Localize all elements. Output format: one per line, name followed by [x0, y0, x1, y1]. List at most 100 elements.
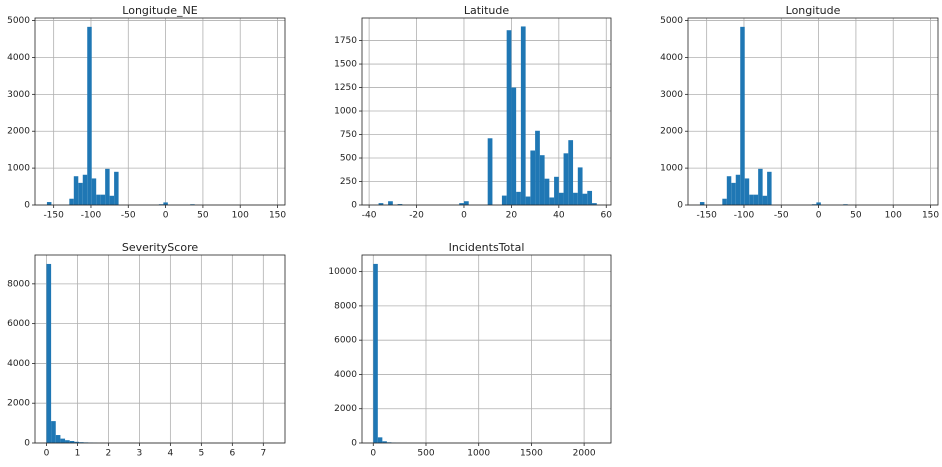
- bar: [525, 196, 531, 205]
- bar: [378, 203, 384, 205]
- x-tick-label: -20: [409, 211, 424, 221]
- bar: [78, 182, 83, 205]
- bar: [463, 201, 469, 205]
- y-tick-label: 2000: [7, 127, 30, 137]
- y-tick-label: 4000: [660, 53, 683, 63]
- bar: [582, 193, 588, 205]
- bar: [726, 176, 732, 205]
- bar: [722, 198, 727, 205]
- bar: [96, 194, 101, 205]
- bar: [731, 182, 736, 205]
- bar: [46, 202, 52, 205]
- x-tick-label: 500: [417, 449, 434, 459]
- bar: [749, 194, 754, 205]
- bar: [459, 203, 464, 205]
- x-tick-label: 150: [269, 211, 286, 221]
- y-tick-label: 4000: [334, 370, 357, 380]
- y-tick-label: 1750: [334, 36, 357, 46]
- chart-title: IncidentsTotal: [449, 241, 525, 254]
- x-tick-label: -100: [734, 211, 755, 221]
- bar: [51, 421, 56, 443]
- x-tick-label: 20: [506, 211, 518, 221]
- y-tick-label: 6000: [7, 319, 30, 329]
- y-tick-label: 4000: [7, 359, 30, 369]
- bar: [767, 171, 772, 205]
- x-tick-label: -50: [774, 211, 789, 221]
- bar: [73, 176, 79, 205]
- y-tick-label: 8000: [334, 301, 357, 311]
- bar: [100, 194, 106, 205]
- x-tick-label: 1: [75, 449, 81, 459]
- bar: [592, 203, 597, 205]
- bar: [69, 198, 74, 205]
- bar: [558, 192, 564, 205]
- y-tick-label: 1250: [334, 83, 357, 93]
- bar: [82, 174, 88, 205]
- bar: [758, 168, 763, 205]
- y-tick-label: 2000: [334, 404, 357, 414]
- bar: [530, 150, 536, 205]
- bar: [105, 168, 110, 205]
- chart-title: SeverityScore: [122, 241, 198, 254]
- chart-title: Longitude_NE: [122, 4, 197, 17]
- x-tick-label: 50: [197, 211, 209, 221]
- x-tick-label: 150: [922, 211, 939, 221]
- bar: [506, 30, 512, 205]
- axes-frame: [687, 17, 939, 206]
- chart-title: Longitude: [786, 4, 841, 17]
- x-tick-label: 7: [260, 449, 266, 459]
- bar: [114, 171, 119, 205]
- bar: [511, 87, 517, 205]
- bar: [46, 263, 52, 443]
- y-tick-label: 750: [340, 130, 357, 140]
- bar: [563, 153, 569, 205]
- bar: [577, 167, 583, 205]
- x-tick-label: -150: [43, 211, 64, 221]
- bar: [397, 204, 403, 205]
- x-tick-label: 100: [885, 211, 902, 221]
- bar: [753, 194, 759, 205]
- bar: [373, 263, 378, 443]
- y-tick-label: 3000: [7, 90, 30, 100]
- bar: [544, 178, 550, 205]
- y-tick-label: 500: [340, 154, 357, 164]
- bar: [699, 202, 705, 205]
- chart-title: Latitude: [464, 4, 510, 17]
- y-tick-label: 10000: [328, 267, 357, 277]
- axes-frame: [361, 17, 612, 206]
- y-tick-label: 5000: [7, 16, 30, 26]
- bar: [382, 441, 387, 443]
- bar: [377, 437, 383, 443]
- bar: [573, 192, 578, 205]
- x-tick-label: 0: [44, 449, 50, 459]
- bar: [516, 191, 521, 205]
- y-tick-label: 5000: [660, 16, 683, 26]
- x-tick-label: 0: [461, 211, 467, 221]
- bar: [520, 26, 526, 205]
- x-tick-label: 0: [163, 211, 169, 221]
- bar: [60, 438, 66, 443]
- x-tick-label: 40: [553, 211, 565, 221]
- x-tick-label: 0: [370, 449, 376, 459]
- x-tick-label: 2000: [573, 449, 596, 459]
- bar: [539, 155, 545, 205]
- bar: [65, 440, 70, 443]
- y-tick-label: 3000: [660, 90, 683, 100]
- bar: [762, 195, 768, 205]
- x-tick-label: -50: [121, 211, 136, 221]
- bar: [554, 176, 559, 205]
- bar: [816, 202, 821, 205]
- x-tick-label: 60: [601, 211, 613, 221]
- x-tick-label: 1000: [467, 449, 490, 459]
- x-tick-label: 4: [168, 449, 174, 459]
- x-tick-label: 5: [198, 449, 204, 459]
- x-tick-label: -150: [696, 211, 717, 221]
- y-tick-label: 0: [24, 201, 30, 211]
- y-tick-label: 2000: [660, 127, 683, 137]
- bar: [91, 178, 97, 205]
- y-tick-label: 0: [351, 201, 357, 211]
- bar: [109, 195, 115, 205]
- x-tick-label: 1500: [520, 449, 543, 459]
- y-tick-label: 8000: [7, 279, 30, 289]
